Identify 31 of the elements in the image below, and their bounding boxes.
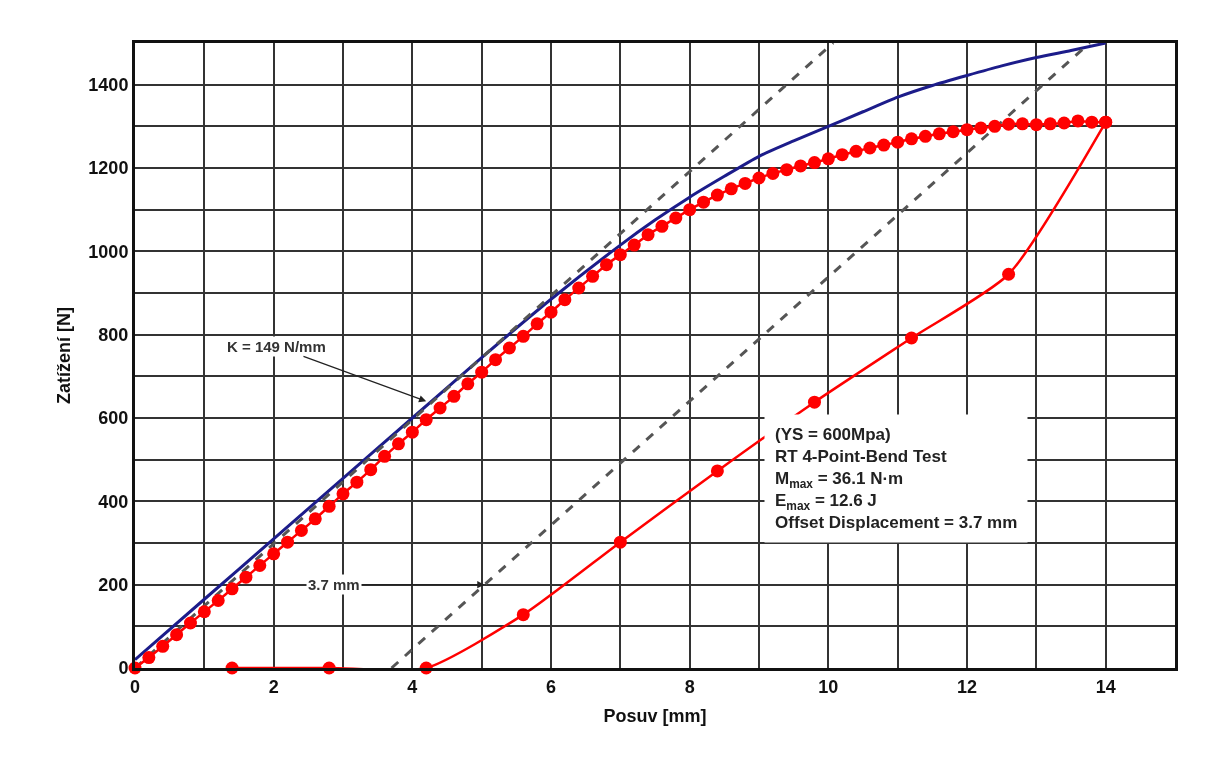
point bbox=[1002, 267, 1016, 281]
annotation: K = 149 N/mm bbox=[227, 338, 326, 355]
x-tick-label: 10 bbox=[818, 676, 839, 697]
y-tick-label: 800 bbox=[98, 324, 129, 345]
x-tick-label: 12 bbox=[956, 676, 978, 697]
y-tick-label: 1200 bbox=[88, 158, 129, 179]
annotation: RT 4-Point-Bend Test bbox=[775, 447, 947, 467]
annotation: 3.7 mm bbox=[308, 576, 360, 593]
y-tick-label: 1400 bbox=[88, 74, 129, 95]
x-tick-label: 4 bbox=[407, 676, 418, 697]
point bbox=[613, 535, 627, 549]
point bbox=[710, 464, 724, 478]
x-tick-label: 14 bbox=[1095, 676, 1116, 697]
x-tick-label: 6 bbox=[545, 676, 557, 697]
y-axis-title: Zatížení [N] bbox=[53, 307, 74, 404]
annotation: M$_{max}$ = 36.1 N·m bbox=[775, 469, 904, 491]
point bbox=[905, 331, 919, 345]
x-tick-label: 8 bbox=[684, 676, 695, 697]
y-tick-label: 400 bbox=[98, 491, 129, 512]
annotation: Offset Displacement = 3.7 mm bbox=[775, 513, 1018, 533]
point bbox=[1099, 115, 1113, 129]
x-tick-label: 2 bbox=[268, 676, 279, 697]
y-tick-label: 1000 bbox=[88, 241, 129, 262]
annotation: E$_{max}$ = 12.6 J bbox=[775, 491, 877, 513]
x-axis-title: Posuv [mm] bbox=[603, 705, 707, 726]
point bbox=[516, 608, 530, 622]
y-tick-label: 600 bbox=[98, 408, 129, 429]
y-tick-label: 200 bbox=[98, 574, 129, 595]
annotation: (YS = 600Mpa) bbox=[775, 425, 891, 444]
point bbox=[807, 395, 821, 409]
y-tick-label: 0 bbox=[118, 658, 129, 679]
